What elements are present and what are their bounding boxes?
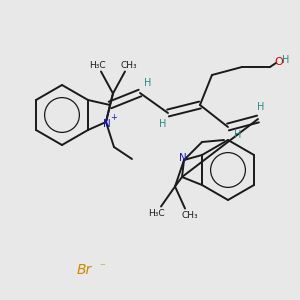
Text: Br: Br [76,263,92,277]
Text: H₃C: H₃C [148,209,164,218]
Text: H: H [144,78,152,88]
Text: N: N [103,119,111,129]
Text: H: H [234,130,242,140]
Text: ⁻: ⁻ [99,262,105,272]
Text: CH₃: CH₃ [121,61,137,70]
Text: H: H [257,102,265,112]
Text: N: N [179,153,187,163]
Text: +: + [110,112,117,122]
Text: CH₃: CH₃ [182,211,198,220]
Text: H: H [159,119,167,129]
Text: H: H [282,55,290,65]
Text: H₃C: H₃C [89,61,105,70]
Text: O: O [274,57,284,67]
